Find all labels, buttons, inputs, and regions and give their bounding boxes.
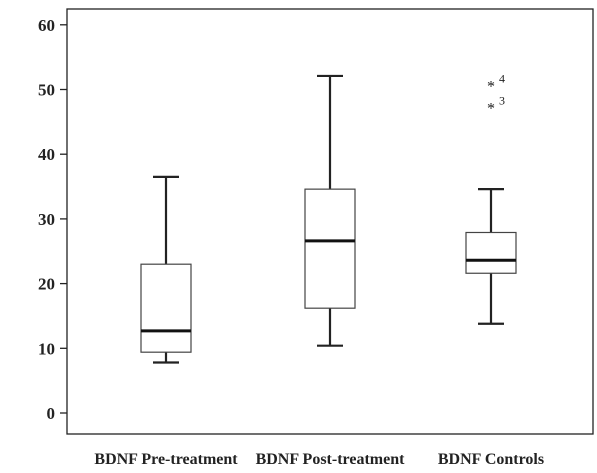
y-tick-label: 10 [38,339,55,358]
iqr-box [304,188,356,309]
box-group [140,175,192,364]
box-group: * 4 * 3 [465,72,517,325]
y-tick-label: 40 [38,145,55,164]
x-category-label: BDNF Post-treatment [256,451,406,468]
x-axis-labels: BDNF Pre-treatment BDNF Post-treatment BDN… [94,451,544,468]
iqr-box [465,231,517,274]
y-tick-label: 0 [47,404,56,423]
y-tick-label: 50 [38,81,55,100]
y-tick-label: 30 [38,210,55,229]
box-group [304,74,356,347]
iqr-box [140,263,192,353]
x-category-label: BDNF Pre-treatment [94,451,238,468]
y-axis: 0 10 20 30 40 50 60 [38,16,67,423]
outlier-marker: * [487,101,495,118]
outlier-label: 4 [499,72,505,86]
outlier-marker: * [487,79,495,96]
outlier-label: 3 [499,94,505,108]
boxes-layer: * 4 * 3 [140,72,517,364]
x-category-label: BDNF Controls [438,451,544,468]
plot-frame [66,8,594,435]
y-tick-label: 20 [38,275,55,294]
y-tick-label: 60 [38,16,55,35]
